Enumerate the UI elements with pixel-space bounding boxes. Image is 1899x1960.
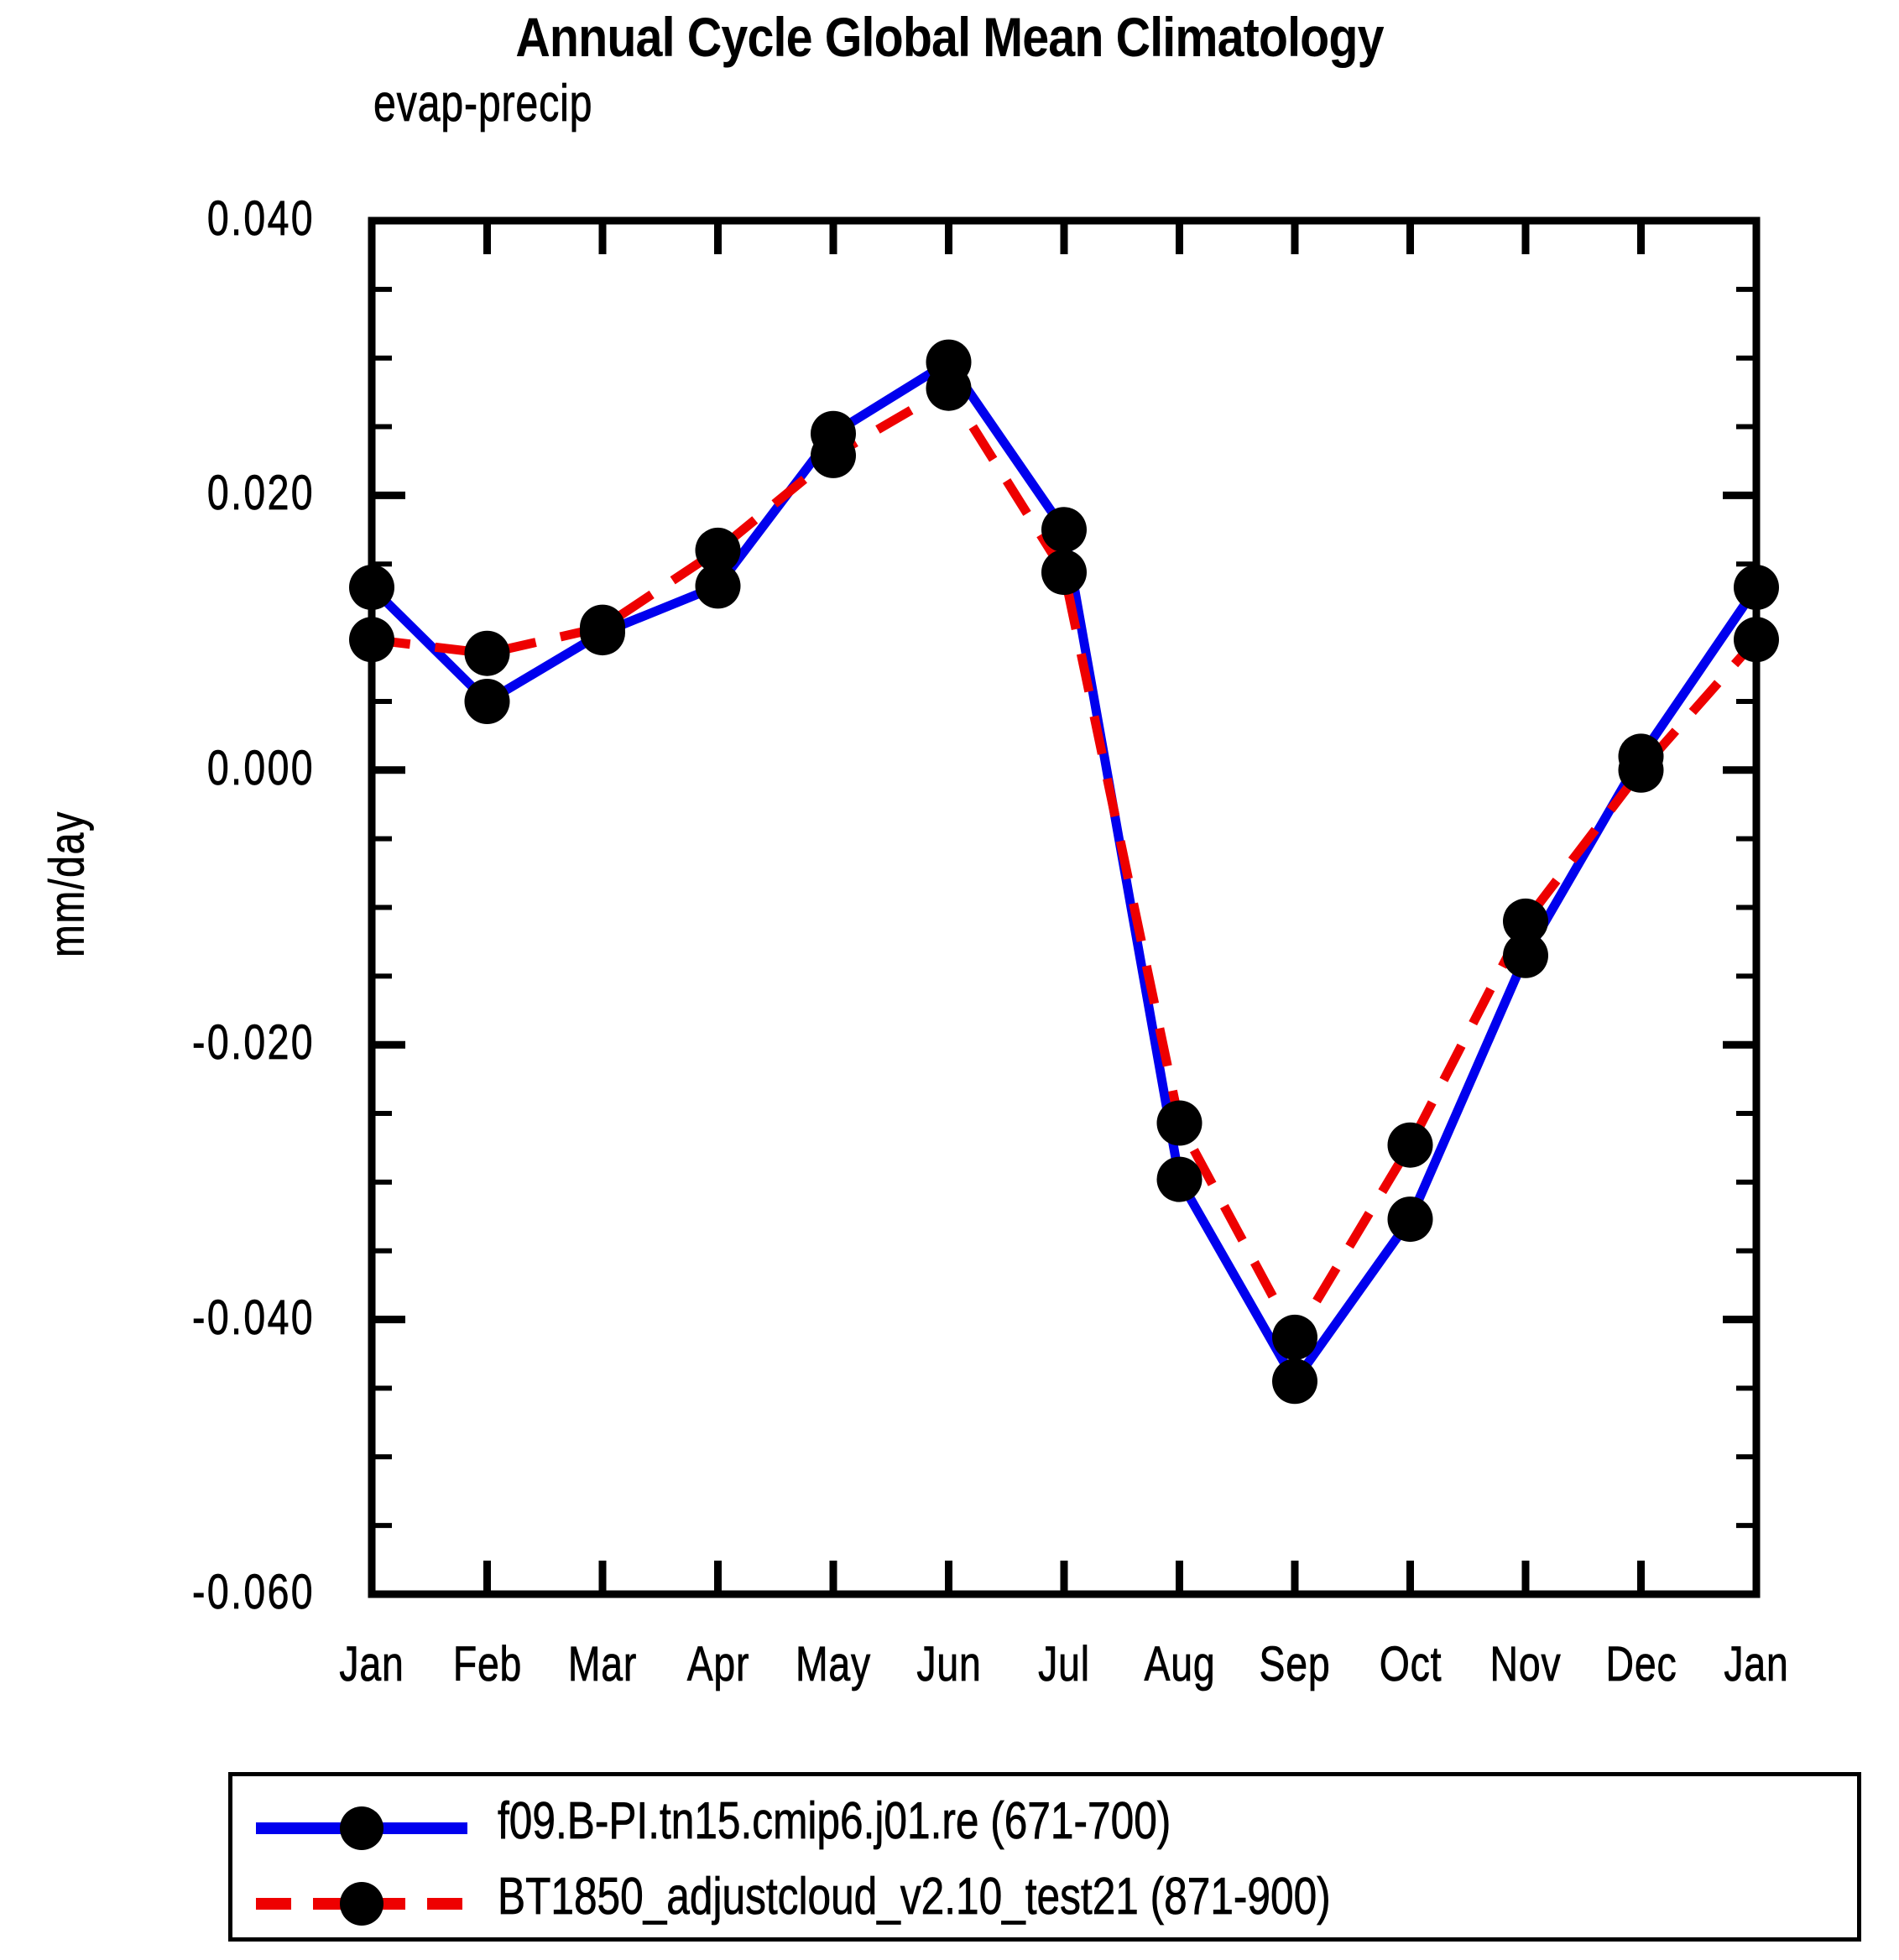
y-tick-label: 0.040: [206, 191, 315, 247]
x-tick-label: Jan: [1724, 1637, 1789, 1692]
data-point: [1618, 747, 1664, 793]
data-point: [1503, 932, 1548, 978]
data-point: [1272, 1358, 1317, 1405]
data-point: [811, 432, 856, 478]
data-point: [1387, 1122, 1433, 1168]
y-tick-label: -0.060: [192, 1565, 315, 1620]
data-point: [1041, 550, 1087, 596]
legend-item[interactable]: f09.B-PI.tn15.cmip6.j01.re (671-700): [232, 1788, 1857, 1869]
legend-item[interactable]: BT1850_adjustcloud_v2.10_test21 (871-900…: [232, 1864, 1857, 1944]
y-tick-label: 0.000: [206, 740, 315, 795]
plot-subtitle: evap-precip: [373, 75, 593, 133]
x-tick-label: Mar: [567, 1637, 638, 1692]
x-tick-label: May: [795, 1637, 872, 1692]
y-tick-label: -0.020: [192, 1015, 315, 1071]
data-point: [1387, 1196, 1433, 1243]
x-tick-label: Aug: [1144, 1637, 1215, 1692]
legend-swatch-series2: [256, 1882, 467, 1926]
legend-label-series1: f09.B-PI.tn15.cmip6.j01.re (671-700): [498, 1792, 1171, 1851]
x-tick-label: Sep: [1259, 1637, 1331, 1692]
y-tick-label: 0.020: [206, 466, 315, 521]
data-point: [580, 604, 625, 650]
data-point: [695, 527, 741, 573]
data-point: [1734, 565, 1779, 611]
data-point: [464, 679, 510, 724]
data-point: [1734, 617, 1779, 663]
legend: f09.B-PI.tn15.cmip6.j01.re (671-700) BT1…: [228, 1772, 1861, 1942]
legend-swatch-series1: [256, 1806, 467, 1850]
x-tick-label: Dec: [1605, 1637, 1677, 1692]
data-point: [1041, 507, 1087, 553]
x-tick-label: Feb: [452, 1637, 522, 1692]
plot-canvas: [349, 216, 1779, 1598]
legend-label-series2: BT1850_adjustcloud_v2.10_test21 (871-900…: [498, 1868, 1331, 1926]
data-point: [1156, 1156, 1203, 1202]
data-point: [349, 617, 394, 663]
x-tick-label: Jul: [1038, 1637, 1090, 1692]
y-tick-label: -0.040: [192, 1290, 315, 1345]
x-tick-label: Jan: [339, 1637, 404, 1692]
x-tick-label: Oct: [1379, 1637, 1442, 1692]
data-point: [464, 630, 510, 676]
x-tick-label: Apr: [686, 1637, 749, 1692]
data-point: [349, 565, 394, 611]
data-point: [1503, 898, 1548, 944]
x-tick-label: Jun: [916, 1637, 982, 1692]
data-point: [695, 563, 741, 609]
data-point: [1272, 1314, 1317, 1360]
data-point: [1156, 1100, 1203, 1146]
data-point: [926, 365, 972, 411]
x-tick-label: Nov: [1489, 1637, 1562, 1692]
page-title: Annual Cycle Global Mean Climatology: [515, 6, 1384, 68]
